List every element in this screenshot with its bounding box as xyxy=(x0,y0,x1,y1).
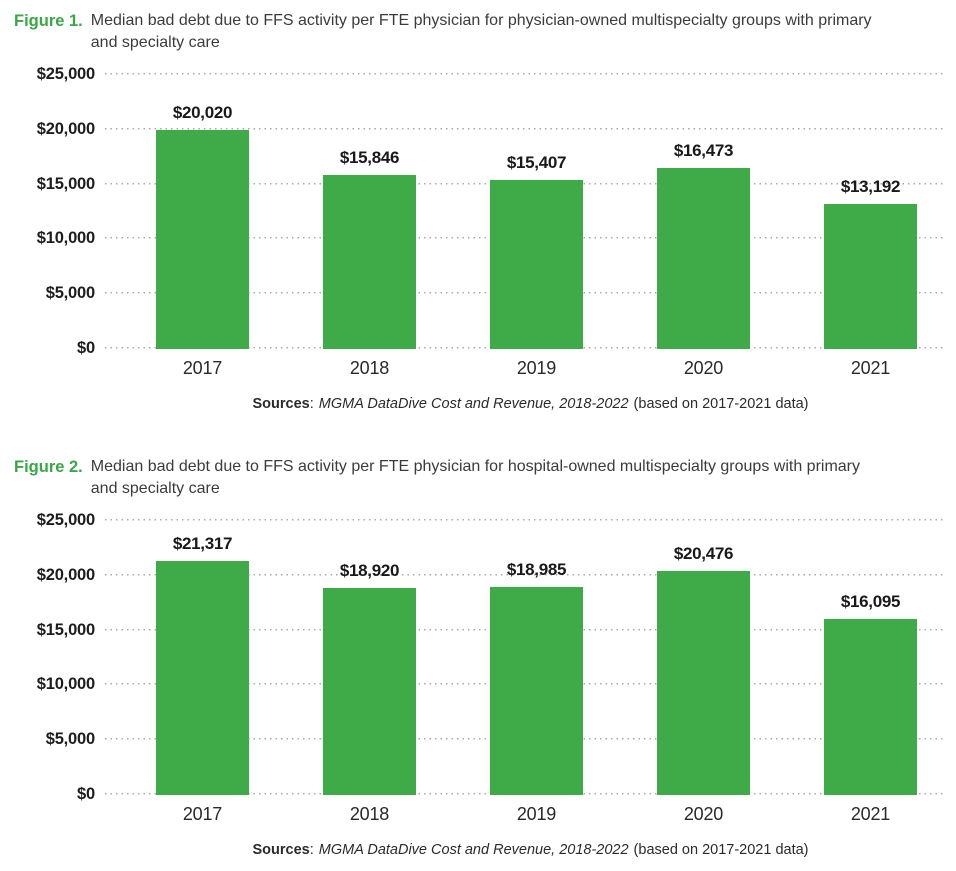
bar-2019 xyxy=(490,180,583,349)
sources-citation: MGMA DataDive Cost and Revenue, 2018-202… xyxy=(318,842,629,858)
gridline xyxy=(105,73,945,75)
bar-value-label: $18,985 xyxy=(506,559,567,579)
figure-2-label: Figure 2. xyxy=(14,458,83,476)
bar-2017 xyxy=(156,129,249,349)
x-axis-labels: 2017 2018 2019 2020 2021 xyxy=(119,358,954,379)
bars-layer: $20,020 $15,846 $15,407 $16,473 $13,192 xyxy=(119,75,954,349)
x-tick-label: 2018 xyxy=(349,358,390,378)
x-tick-label: 2021 xyxy=(850,358,891,378)
gridline xyxy=(105,519,945,521)
y-tick-label: $10,000 xyxy=(36,229,95,248)
sources-separator: : xyxy=(309,842,314,858)
bar-value-label: $13,192 xyxy=(840,177,901,197)
bar-value-label: $20,020 xyxy=(172,102,233,122)
y-tick-label: $0 xyxy=(77,785,95,803)
figure-1-title: Figure 1. Median bad debt due to FFS act… xyxy=(0,0,956,54)
y-tick-label: $25,000 xyxy=(36,65,95,83)
sources-separator: : xyxy=(309,396,314,412)
sources-label: Sources xyxy=(252,396,310,412)
figure-1-caption: Median bad debt due to FFS activity per … xyxy=(90,12,872,51)
x-tick-label: 2020 xyxy=(683,358,724,378)
x-tick-label: 2017 xyxy=(182,804,223,824)
sources-citation: MGMA DataDive Cost and Revenue, 2018-202… xyxy=(318,396,629,412)
bar-value-label: $15,407 xyxy=(506,153,567,173)
y-tick-label: $20,000 xyxy=(36,119,95,138)
bar-value-label: $20,476 xyxy=(673,543,734,563)
y-tick-label: $10,000 xyxy=(36,675,95,694)
gridline xyxy=(105,127,945,130)
y-axis-labels: $0 $5,000 $10,000 $15,000 $20,000 $25,000 xyxy=(0,65,95,357)
x-tick-label: 2017 xyxy=(182,358,223,378)
figure-2-section: Figure 2. Median bad debt due to FFS act… xyxy=(0,446,956,858)
figure-1-label: Figure 1. xyxy=(14,12,83,30)
bar-2017 xyxy=(156,561,249,795)
x-tick-label: 2019 xyxy=(516,804,557,824)
sources-note: (based on 2017-2021 data) xyxy=(633,842,809,858)
bar-2021 xyxy=(824,204,917,349)
bar-2020 xyxy=(657,570,750,795)
figure-1-sources: Sources: MGMA DataDive Cost and Revenue, … xyxy=(105,396,956,412)
y-axis-labels: $0 $5,000 $10,000 $15,000 $20,000 $25,000 xyxy=(0,511,95,803)
bar-value-label: $18,920 xyxy=(339,560,400,580)
bar-value-label: $16,473 xyxy=(673,141,734,161)
bar-2018 xyxy=(323,587,416,795)
figure-2-bar-chart: $0 $5,000 $10,000 $15,000 $20,000 $25,000 $21… xyxy=(0,511,956,803)
x-tick-label: 2021 xyxy=(850,804,891,824)
figure-2-title: Figure 2. Median bad debt due to FFS act… xyxy=(0,446,956,500)
figure-1-bar-chart: $0 $5,000 $10,000 $15,000 $20,000 $25,000 $20… xyxy=(0,65,956,357)
bars-layer: $21,317 $18,920 $18,985 $20,476 $16,095 xyxy=(119,521,954,795)
x-axis-labels: 2017 2018 2019 2020 2021 xyxy=(119,804,954,825)
sources-note: (based on 2017-2021 data) xyxy=(633,396,809,412)
figure-1-section: Figure 1. Median bad debt due to FFS act… xyxy=(0,0,956,412)
y-tick-label: $15,000 xyxy=(36,174,95,193)
figure-2-sources: Sources: MGMA DataDive Cost and Revenue, … xyxy=(105,842,956,858)
y-tick-label: $20,000 xyxy=(36,565,95,584)
bar-value-label: $16,095 xyxy=(840,591,901,611)
bar-2019 xyxy=(490,586,583,795)
x-tick-label: 2020 xyxy=(683,804,724,824)
figure-2-caption: Median bad debt due to FFS activity per … xyxy=(90,458,860,497)
x-tick-label: 2018 xyxy=(349,804,390,824)
y-tick-label: $5,000 xyxy=(45,284,95,303)
x-tick-label: 2019 xyxy=(516,358,557,378)
y-tick-label: $5,000 xyxy=(45,730,95,749)
y-tick-label: $15,000 xyxy=(36,620,95,639)
y-tick-label: $0 xyxy=(77,339,95,357)
bar-2021 xyxy=(824,618,917,795)
bar-value-label: $15,846 xyxy=(339,148,400,168)
y-tick-label: $25,000 xyxy=(36,511,95,529)
gridline xyxy=(105,573,945,576)
sources-label: Sources xyxy=(252,842,310,858)
bar-value-label: $21,317 xyxy=(172,534,233,554)
bar-2020 xyxy=(657,168,750,349)
bar-2018 xyxy=(323,175,416,349)
